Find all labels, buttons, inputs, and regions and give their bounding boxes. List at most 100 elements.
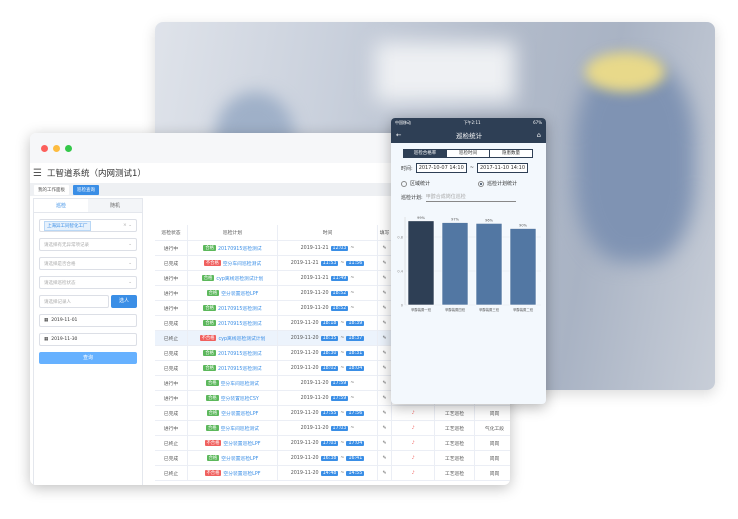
minimize-dot[interactable]	[53, 145, 60, 152]
maximize-dot[interactable]	[65, 145, 72, 152]
start-time: 18:02	[320, 365, 339, 371]
edit-icon[interactable]: ✎	[378, 361, 392, 375]
y-tick-label: 0.4	[397, 270, 403, 274]
back-arrow-icon[interactable]: ←	[396, 131, 402, 139]
edit-icon[interactable]: ✎	[378, 466, 392, 480]
link-icon[interactable]: ♪	[392, 466, 435, 480]
plan-link[interactable]: cyp离线巡检测试计划	[216, 276, 264, 282]
plan-link[interactable]: 空分装置巡检LPF	[221, 456, 259, 462]
org-chip[interactable]: 上海异工同智化工厂	[44, 220, 91, 231]
segment-time[interactable]: 巡检时间	[447, 150, 490, 157]
date-cell: 2019-11-20	[290, 320, 319, 326]
status-cell: 进行中	[155, 301, 188, 315]
table-row[interactable]: 已终止 不合格 空分装置巡检LPF 2019-11-20 14:48 ~14:55 ✎…	[155, 466, 510, 481]
edit-icon[interactable]: ✎	[378, 451, 392, 465]
plan-link[interactable]: 20170915巡检测试	[217, 306, 262, 312]
segment-pass-rate[interactable]: 巡检合格率	[404, 150, 447, 157]
end-time: 16:41	[346, 455, 365, 461]
end-time: 17:56	[346, 410, 365, 416]
type-cell: 工艺巡检	[435, 421, 475, 435]
result-badge: 合格	[203, 365, 216, 371]
qualified-select[interactable]: 请选择是否合格 ⌄	[39, 257, 137, 270]
radio-area[interactable]	[401, 180, 407, 187]
time-to[interactable]: 2017-11-10 14:10	[476, 163, 529, 173]
edit-icon[interactable]: ✎	[378, 241, 392, 255]
edit-icon[interactable]: ✎	[378, 286, 392, 300]
table-row[interactable]: 已完成 合格 空分装置巡检LPF 2019-11-20 16:38 ~16:41 ✎ ♪…	[155, 451, 510, 466]
date-from-input[interactable]: ▦ 2019-11-01	[39, 314, 137, 327]
start-time: 16:38	[320, 455, 339, 461]
end-time: 11:56	[346, 260, 365, 266]
select-person-button[interactable]: 选人	[111, 295, 137, 308]
plan-link[interactable]: 20170915巡检测试	[217, 366, 262, 372]
plan-link[interactable]: 20170915巡检测试	[217, 351, 262, 357]
plan-link[interactable]: 空分装置巡检LPF	[221, 291, 259, 297]
link-icon[interactable]: ♪	[392, 451, 435, 465]
chevron-down-icon: ⌄	[128, 242, 132, 247]
segment-hazards[interactable]: 隐患数量	[490, 150, 532, 157]
edit-icon[interactable]: ✎	[378, 331, 392, 345]
result-badge: 合格	[203, 245, 216, 251]
edit-icon[interactable]: ✎	[378, 316, 392, 330]
radio-plan[interactable]	[478, 180, 485, 187]
table-row[interactable]: 已终止 不合格 空分装置巡检LPF 2019-11-20 17:03 ~17:04 ✎…	[155, 436, 510, 451]
plan-link[interactable]: 空分车间巡检测试	[220, 381, 259, 387]
recorder-input[interactable]: 请选择记录人	[39, 295, 109, 308]
plan-link[interactable]: 20170915巡检测试	[217, 321, 262, 327]
side-tab-inspection[interactable]: 巡检	[55, 203, 66, 209]
edit-icon[interactable]: ✎	[378, 271, 392, 285]
time-separator: ~	[469, 165, 474, 171]
tab-inspection-query[interactable]: 巡检查询	[73, 184, 99, 195]
table-row[interactable]: 进行中 合格 空分车间巡检测试 2019-11-20 17:03 ~ ✎ ♪ 工艺巡检气…	[155, 421, 510, 436]
col-time: 时间	[278, 225, 378, 240]
org-select[interactable]: 上海异工同智化工厂 × ⌄	[39, 219, 137, 232]
edit-icon[interactable]: ✎	[378, 436, 392, 450]
start-time: 18:52	[330, 305, 349, 311]
plan-link[interactable]: 空分装置巡检LPF	[223, 471, 261, 477]
status-cell: 已完成	[155, 346, 188, 360]
date-to-input[interactable]: ▦ 2019-11-30	[39, 333, 137, 346]
plan-link[interactable]: 空分装置巡检CSY	[220, 396, 259, 402]
result-badge: 不合格	[203, 260, 221, 266]
clear-chevron-icon[interactable]: × ⌄	[123, 223, 132, 228]
tab-workspace[interactable]: 我的工作面板	[34, 184, 69, 195]
plan-link[interactable]: 20170915巡检测试	[217, 246, 262, 252]
edit-icon[interactable]: ✎	[378, 391, 392, 405]
battery: 67%	[533, 120, 542, 125]
bar	[441, 222, 469, 306]
result-badge: 合格	[206, 425, 219, 431]
plan-input[interactable]: 甲醇合成岗位巡检	[425, 193, 516, 202]
plan-link[interactable]: 空分车间巡检测试	[222, 261, 262, 267]
home-icon[interactable]: ⌂	[536, 131, 541, 139]
data-label: 96%	[485, 218, 493, 222]
close-dot[interactable]	[41, 145, 48, 152]
link-icon[interactable]: ♪	[392, 436, 435, 450]
edit-icon[interactable]: ✎	[378, 346, 392, 360]
edit-icon[interactable]: ✎	[378, 376, 392, 390]
status-cell: 已完成	[155, 361, 188, 375]
plan-link[interactable]: cyp离线巡检测试计划	[218, 336, 266, 342]
edit-icon[interactable]: ✎	[378, 421, 392, 435]
time-from[interactable]: 2017-10-07 14:10	[415, 163, 467, 173]
result-badge: 合格	[206, 380, 219, 386]
plan-link[interactable]: 空分车间巡检测试	[220, 426, 259, 432]
edit-icon[interactable]: ✎	[378, 406, 392, 420]
result-badge: 合格	[201, 275, 215, 281]
abnormal-select[interactable]: 请选择有无异常项记录 ⌄	[39, 238, 137, 251]
query-button[interactable]: 查询	[39, 352, 137, 364]
start-time: 17:03	[330, 425, 349, 431]
side-tab-random[interactable]: 随机	[88, 199, 142, 212]
col-fill: 填写	[378, 225, 392, 240]
link-icon[interactable]: ♪	[392, 421, 435, 435]
edit-icon[interactable]: ✎	[378, 256, 392, 270]
link-icon[interactable]: ♪	[392, 406, 435, 420]
table-row[interactable]: 已完成 合格 空分装置巡检LPF 2019-11-20 17:55 ~17:56 ✎ ♪…	[155, 406, 510, 421]
radio-plan-label: 巡检计划统计	[487, 181, 518, 187]
status-select[interactable]: 请选择巡检状态 ⌄	[39, 276, 137, 289]
plan-link[interactable]: 空分装置巡检LPF	[221, 411, 259, 417]
plan-link[interactable]: 空分装置巡检LPF	[223, 441, 261, 447]
edit-icon[interactable]: ✎	[378, 301, 392, 315]
menu-icon[interactable]: ☰	[33, 167, 42, 179]
result-badge: 合格	[203, 350, 216, 356]
start-time: 11:53	[320, 260, 339, 266]
